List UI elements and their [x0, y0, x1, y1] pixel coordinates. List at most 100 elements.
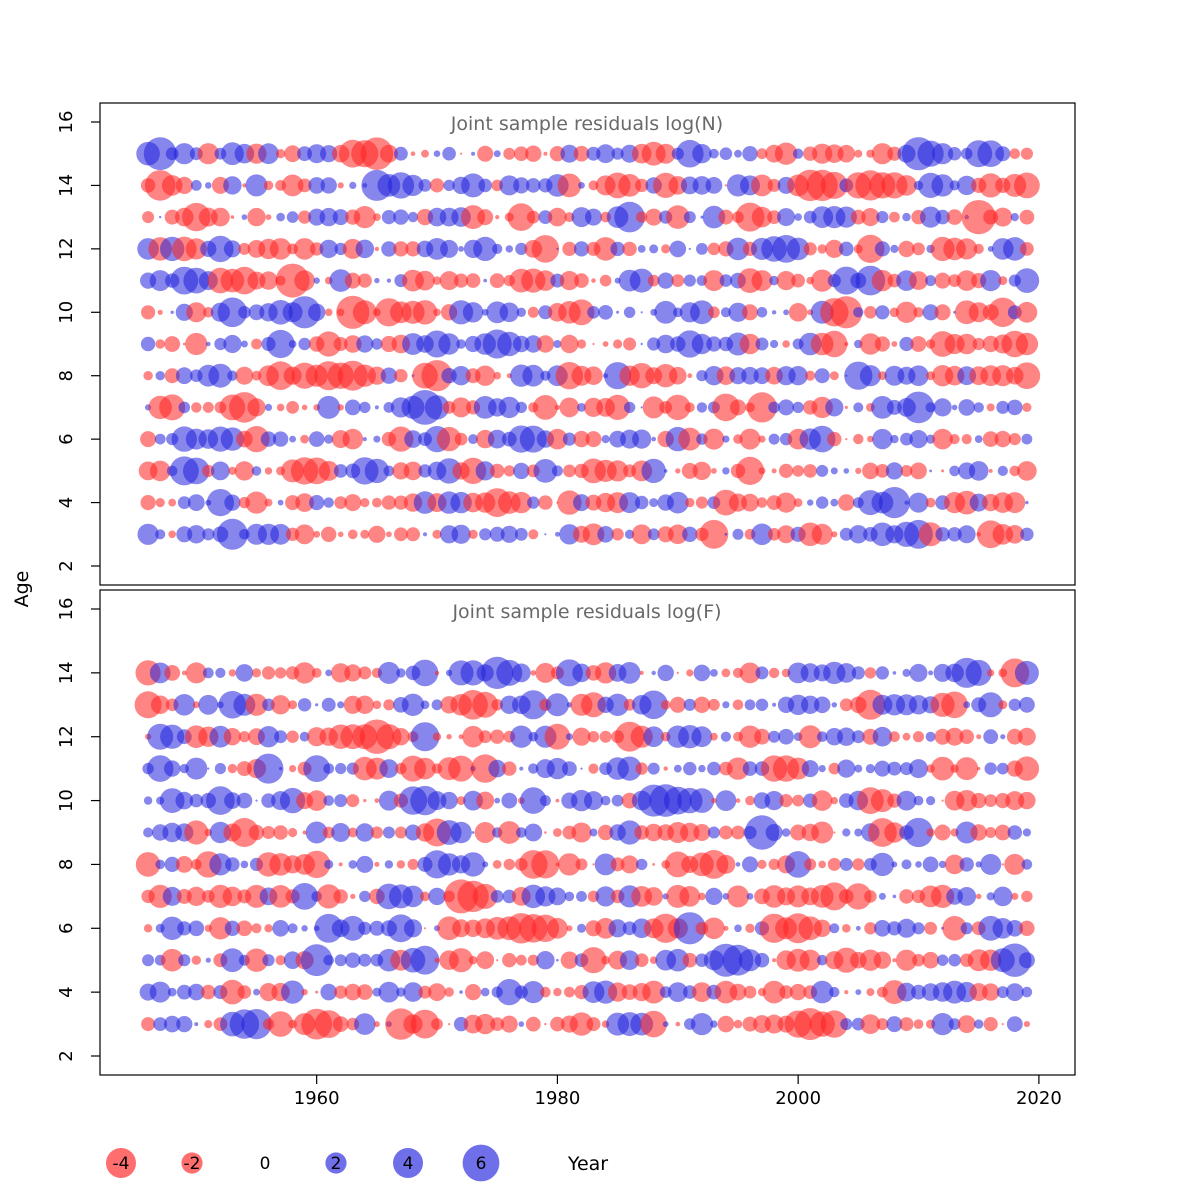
residual-bubble [908, 492, 929, 513]
residual-bubble [1022, 402, 1032, 412]
residual-bubble [963, 701, 971, 709]
residual-bubble [160, 948, 184, 972]
residual-bubble [983, 1017, 998, 1032]
residual-bubble [522, 981, 545, 1004]
residual-bubble [693, 696, 711, 713]
residual-bubble [1021, 433, 1033, 445]
residual-bubble [175, 176, 193, 194]
residual-bubble [299, 731, 310, 742]
residual-bubble [816, 731, 828, 742]
residual-bubble [792, 148, 804, 159]
residual-bubble [925, 497, 936, 508]
residual-bubble [735, 798, 741, 803]
residual-bubble [976, 734, 982, 740]
residual-bubble [544, 831, 547, 834]
legend-value-label: -2 [184, 1154, 201, 1174]
residual-bubble [181, 670, 187, 676]
residual-bubble [573, 241, 590, 257]
residual-bubble [813, 919, 831, 937]
residual-bubble [1021, 986, 1033, 998]
residual-bubble [383, 699, 395, 711]
residual-bubble [599, 274, 612, 287]
residual-bubble [224, 792, 241, 809]
residual-bubble [897, 918, 916, 938]
residual-bubble [599, 730, 612, 743]
residual-bubble [1007, 825, 1022, 840]
residual-bubble [566, 925, 573, 932]
residual-bubble [949, 465, 960, 477]
residual-bubble [1014, 756, 1040, 781]
residual-bubble [669, 696, 686, 713]
residual-bubble [424, 395, 450, 420]
panel-title-log-f: Joint sample residuals log(F) [451, 601, 721, 623]
residual-bubble [874, 241, 891, 257]
residual-bubble [746, 893, 754, 900]
residual-bubble [889, 211, 900, 223]
residual-bubble [931, 884, 955, 909]
residual-bubble [428, 887, 446, 906]
residual-bubble [727, 885, 749, 908]
residual-bubble [494, 797, 501, 804]
residual-bubble [774, 142, 798, 165]
residual-bubble [959, 729, 974, 744]
residual-bubble [622, 241, 637, 257]
residual-bubble [852, 858, 865, 871]
residual-bubble [574, 273, 589, 288]
residual-bubble [297, 178, 312, 193]
residual-bubble [359, 401, 371, 414]
residual-bubble [913, 307, 924, 318]
residual-bubble [358, 921, 372, 935]
residual-bubble [335, 763, 347, 775]
residual-bubble [673, 764, 682, 773]
residual-bubble [569, 1012, 594, 1036]
residual-bubble [573, 145, 590, 162]
residual-bubble [610, 241, 625, 257]
residual-bubble [982, 431, 999, 447]
residual-bubble [1023, 1021, 1030, 1028]
residual-bubble [925, 275, 937, 287]
residual-bubble [867, 435, 874, 443]
residual-bubble [209, 853, 232, 876]
residual-bubble [744, 815, 780, 850]
residual-bubble [692, 982, 712, 1002]
residual-bubble [203, 307, 214, 318]
residual-bubble [410, 1009, 440, 1039]
residual-bubble [854, 828, 863, 837]
residual-bubble [786, 237, 810, 261]
residual-bubble [716, 854, 736, 874]
residual-bubble [998, 943, 1032, 977]
residual-bubble [543, 151, 548, 156]
legend-value-label: -4 [113, 1154, 130, 1174]
residual-bubble [915, 861, 922, 868]
residual-bubble [582, 523, 605, 546]
residual-bubble [185, 332, 208, 356]
residual-bubble [460, 852, 486, 877]
residual-bubble [993, 886, 1013, 907]
residual-bubble [247, 207, 266, 227]
residual-bubble [468, 529, 478, 539]
residual-bubble [1009, 465, 1021, 477]
residual-bubble [838, 494, 855, 511]
residual-bubble [235, 366, 254, 385]
residual-bubble [895, 949, 918, 971]
residual-bubble [968, 461, 989, 481]
residual-bubble [273, 825, 288, 840]
residual-bubble [854, 764, 863, 773]
residual-bubble [468, 955, 478, 965]
residual-bubble [460, 152, 463, 155]
residual-bubble [996, 400, 1010, 414]
residual-bubble [468, 434, 479, 445]
residual-bubble [874, 920, 891, 937]
residual-bubble [269, 885, 292, 908]
residual-bubble [961, 200, 996, 235]
residual-bubble [303, 755, 331, 782]
residual-bubble [410, 151, 416, 156]
residual-bubble [573, 430, 590, 448]
residual-bubble [461, 205, 486, 230]
residual-bubble [1011, 892, 1019, 901]
residual-bubble [601, 955, 610, 965]
residual-bubble [462, 302, 484, 323]
legend-bubble [462, 1144, 500, 1182]
residual-bubble [978, 173, 1003, 198]
residual-bubble [754, 728, 770, 745]
